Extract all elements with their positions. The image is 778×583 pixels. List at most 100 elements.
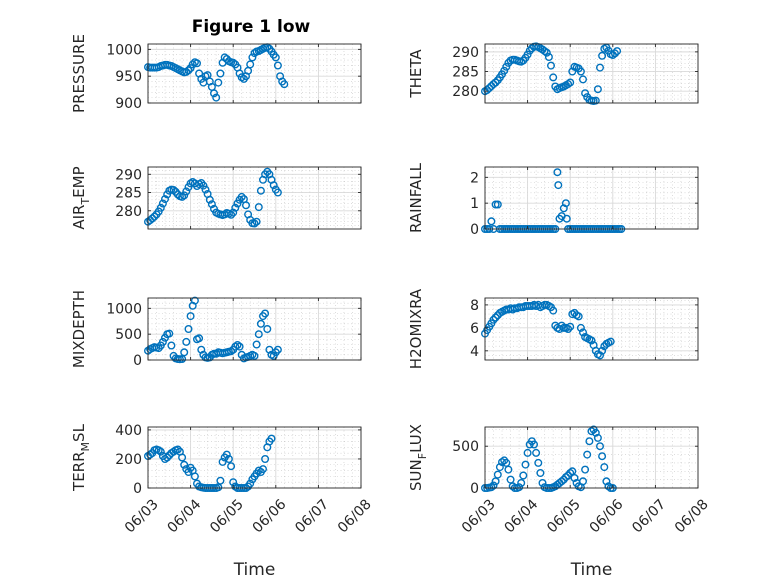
- data-point: [581, 89, 590, 98]
- data-point: [235, 342, 244, 351]
- data-point: [596, 442, 605, 451]
- data-point: [570, 474, 579, 483]
- data-point: [593, 433, 602, 442]
- data-point: [485, 84, 494, 93]
- data-point: [500, 66, 509, 75]
- data-point: [259, 465, 268, 474]
- data-point: [549, 73, 558, 82]
- data-point: [608, 51, 617, 60]
- data-point: [150, 212, 159, 221]
- data-point: [158, 199, 167, 208]
- data-point: [566, 78, 575, 87]
- x-tick-label: 06/05: [207, 496, 247, 536]
- y-tick-label: 0: [133, 481, 142, 497]
- data-point: [182, 337, 191, 346]
- y-axis-label-subscript: F: [416, 453, 429, 459]
- y-axis-label-subscript: M: [79, 442, 92, 452]
- y-axis-label: RAINFALL: [407, 162, 425, 233]
- data-series: [481, 425, 617, 493]
- data-point: [538, 479, 547, 488]
- data-point: [180, 460, 189, 469]
- data-point: [489, 80, 498, 89]
- data-point: [188, 60, 197, 69]
- subplot-4: 0 1 2 RAINFALL: [407, 162, 699, 238]
- x-tick-label: 06/04: [165, 496, 205, 536]
- data-point: [576, 323, 585, 332]
- y-tick-label: 0: [133, 353, 142, 369]
- data-point: [568, 67, 577, 76]
- data-point: [252, 217, 261, 226]
- data-series: [481, 42, 622, 105]
- data-point: [596, 63, 605, 72]
- data-point: [498, 458, 507, 467]
- y-tick-label: 290: [115, 167, 142, 183]
- y-tick-label: 1: [470, 196, 479, 212]
- data-point: [237, 192, 246, 201]
- data-point: [604, 482, 613, 491]
- data-point: [190, 472, 199, 481]
- data-point: [487, 483, 496, 492]
- data-point: [263, 325, 272, 334]
- data-point: [519, 471, 528, 480]
- data-point: [504, 465, 513, 474]
- data-point: [269, 181, 278, 190]
- data-point: [491, 78, 500, 87]
- axes-box: [484, 426, 699, 489]
- axes-box: [484, 43, 699, 104]
- data-point: [273, 345, 282, 354]
- subplot-2: 280 285 290 THETA: [407, 42, 699, 105]
- data-point: [229, 208, 238, 217]
- data-point: [576, 67, 585, 76]
- data-point: [246, 479, 255, 488]
- data-point: [491, 313, 500, 322]
- data-series: [481, 300, 615, 360]
- y-axis-label: PRESSURE: [70, 34, 88, 113]
- data-point: [167, 341, 176, 350]
- plot-background: [485, 427, 698, 488]
- data-point: [216, 69, 225, 78]
- data-point: [229, 58, 238, 67]
- data-point: [557, 477, 566, 486]
- data-point: [495, 463, 504, 472]
- y-tick-label: 290: [452, 45, 479, 61]
- data-point: [199, 181, 208, 190]
- y-axis-label-main: AIR: [70, 205, 88, 230]
- data-point: [502, 62, 511, 71]
- y-tick-label: 400: [115, 423, 142, 439]
- data-point: [165, 329, 174, 338]
- y-axis-label: H2OMIXRA: [407, 288, 425, 369]
- data-point: [218, 457, 227, 466]
- x-axis-label: Time: [570, 560, 613, 580]
- figure-title: Figure 1 low: [192, 17, 311, 37]
- data-point: [493, 470, 502, 479]
- data-point: [212, 93, 221, 102]
- data-point: [493, 200, 502, 209]
- data-point: [534, 458, 543, 467]
- subplot-3: 280 285 290 AIRTEMP: [70, 166, 362, 230]
- y-axis-label-rest: SL: [70, 423, 88, 442]
- data-point: [267, 434, 276, 443]
- axes-box: [484, 166, 699, 230]
- subplot-1: 900 950 1000 PRESSURE: [70, 34, 362, 113]
- data-point: [593, 85, 602, 94]
- data-point: [549, 306, 558, 315]
- data-point: [231, 203, 240, 212]
- data-point: [201, 185, 210, 194]
- y-tick-label: 285: [452, 65, 479, 81]
- data-point: [173, 445, 182, 454]
- data-point: [160, 195, 169, 204]
- axes-box: [484, 297, 699, 361]
- data-point: [169, 185, 178, 194]
- axes-box: [147, 297, 362, 361]
- x-tick-label: 06/05: [544, 496, 584, 536]
- y-tick-label: 2: [470, 170, 479, 186]
- data-point: [521, 460, 530, 469]
- y-axis-label-rest: EMP: [70, 166, 88, 197]
- data-point: [596, 351, 605, 360]
- data-point: [515, 483, 524, 492]
- data-point: [517, 479, 526, 488]
- data-point: [163, 453, 172, 462]
- axes-box: [147, 426, 362, 489]
- data-point: [273, 188, 282, 197]
- data-point: [186, 312, 195, 321]
